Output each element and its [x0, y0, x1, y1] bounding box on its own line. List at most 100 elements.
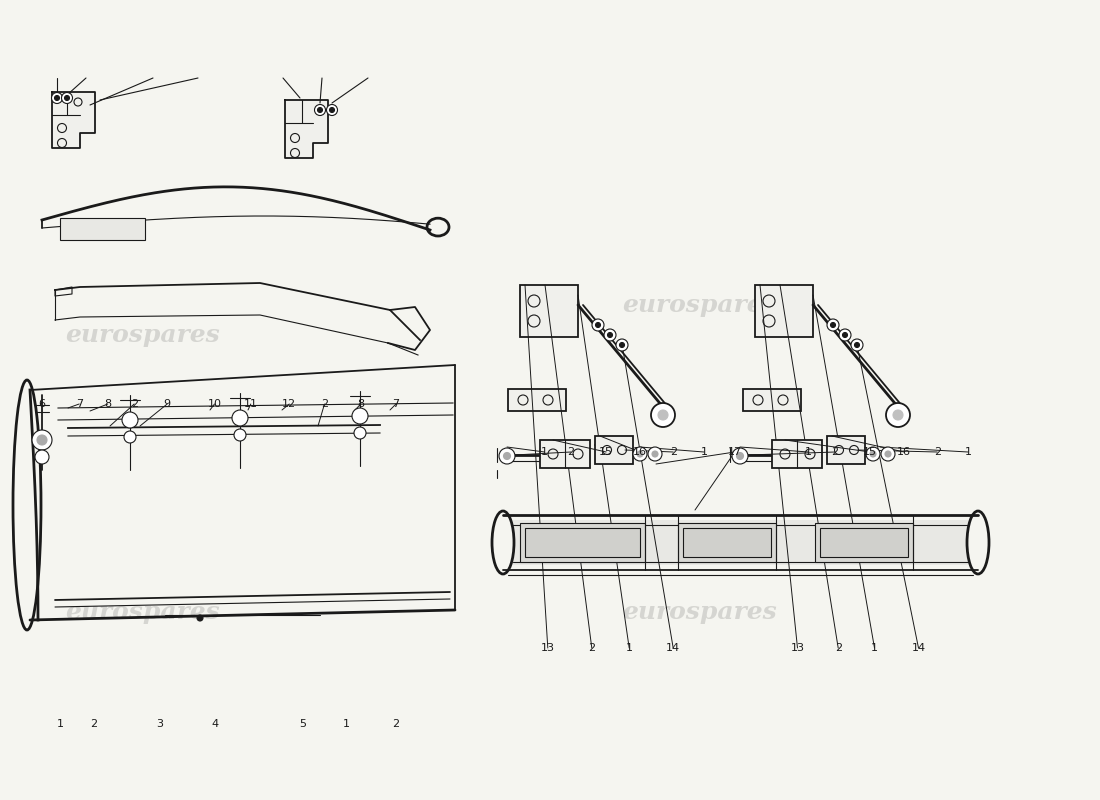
Bar [520, 285, 578, 337]
Bar [525, 528, 640, 557]
Circle shape [651, 403, 675, 427]
Text: 2: 2 [934, 447, 940, 457]
Bar [595, 436, 632, 464]
Circle shape [632, 447, 647, 461]
Circle shape [827, 319, 839, 331]
Bar [540, 440, 590, 468]
Circle shape [232, 410, 248, 426]
Text: 2: 2 [835, 643, 842, 653]
Bar [683, 528, 771, 557]
Text: 6: 6 [39, 399, 45, 409]
Bar [820, 528, 908, 557]
Circle shape [315, 105, 326, 115]
Text: 7: 7 [393, 399, 399, 409]
Bar [742, 389, 801, 411]
Bar [815, 523, 913, 562]
Text: 8: 8 [104, 399, 111, 409]
Bar [60, 218, 145, 240]
Text: eurospares: eurospares [66, 323, 220, 347]
Circle shape [65, 95, 69, 101]
Circle shape [855, 342, 859, 347]
Circle shape [658, 410, 668, 420]
Circle shape [652, 451, 658, 457]
Text: 14: 14 [912, 643, 925, 653]
Text: 3: 3 [156, 719, 163, 729]
Circle shape [595, 322, 601, 327]
Bar [678, 523, 776, 562]
Circle shape [504, 453, 510, 459]
Circle shape [881, 447, 895, 461]
Circle shape [893, 410, 903, 420]
Text: 10: 10 [208, 399, 221, 409]
Circle shape [616, 339, 628, 351]
Text: 4: 4 [211, 719, 218, 729]
Text: 1: 1 [701, 447, 707, 457]
Circle shape [32, 430, 52, 450]
Text: 2: 2 [90, 719, 97, 729]
Circle shape [234, 429, 246, 441]
Text: 11: 11 [244, 399, 257, 409]
Circle shape [648, 447, 662, 461]
Circle shape [607, 333, 613, 338]
Text: 15: 15 [864, 447, 877, 457]
Circle shape [62, 93, 73, 103]
Text: 2: 2 [393, 719, 399, 729]
Circle shape [619, 342, 625, 347]
Text: 14: 14 [667, 643, 680, 653]
Circle shape [197, 615, 204, 621]
Text: 2: 2 [670, 447, 676, 457]
Text: 1: 1 [57, 719, 64, 729]
Circle shape [124, 431, 136, 443]
Bar [755, 285, 813, 337]
Circle shape [499, 448, 515, 464]
Circle shape [851, 339, 864, 351]
Text: 2: 2 [832, 447, 838, 457]
Circle shape [318, 107, 322, 113]
Polygon shape [52, 92, 95, 148]
Circle shape [886, 403, 910, 427]
Circle shape [352, 408, 368, 424]
Text: 2: 2 [131, 399, 138, 409]
Text: 12: 12 [283, 399, 296, 409]
Circle shape [732, 448, 748, 464]
Text: 17: 17 [728, 447, 741, 457]
Text: 7: 7 [76, 399, 82, 409]
Circle shape [37, 435, 47, 445]
Bar [772, 440, 822, 468]
Text: 2: 2 [321, 399, 328, 409]
Circle shape [637, 451, 644, 457]
Text: 2: 2 [588, 643, 595, 653]
Circle shape [354, 427, 366, 439]
Polygon shape [285, 100, 328, 158]
Circle shape [886, 451, 891, 457]
Circle shape [839, 329, 851, 341]
Text: 1: 1 [871, 643, 878, 653]
Circle shape [592, 319, 604, 331]
Text: eurospares: eurospares [623, 293, 778, 317]
Circle shape [327, 105, 338, 115]
Bar [520, 523, 645, 562]
Text: 5: 5 [299, 719, 306, 729]
Text: eurospares: eurospares [66, 600, 220, 624]
Circle shape [35, 450, 50, 464]
Circle shape [122, 412, 138, 428]
Circle shape [52, 93, 63, 103]
Text: 16: 16 [898, 447, 911, 457]
Text: 13: 13 [541, 643, 554, 653]
Text: 16: 16 [634, 447, 647, 457]
Circle shape [870, 451, 876, 457]
Text: 1: 1 [626, 643, 632, 653]
Circle shape [843, 333, 847, 338]
Text: 1: 1 [541, 447, 548, 457]
Bar [513, 520, 968, 565]
Circle shape [330, 107, 334, 113]
Circle shape [737, 453, 744, 459]
Text: 9: 9 [164, 399, 170, 409]
Text: eurospares: eurospares [623, 600, 778, 624]
Bar [827, 436, 865, 464]
Circle shape [830, 322, 836, 327]
Text: 2: 2 [568, 447, 574, 457]
Text: 1: 1 [805, 447, 812, 457]
Text: 13: 13 [791, 643, 804, 653]
Text: 1: 1 [965, 447, 971, 457]
